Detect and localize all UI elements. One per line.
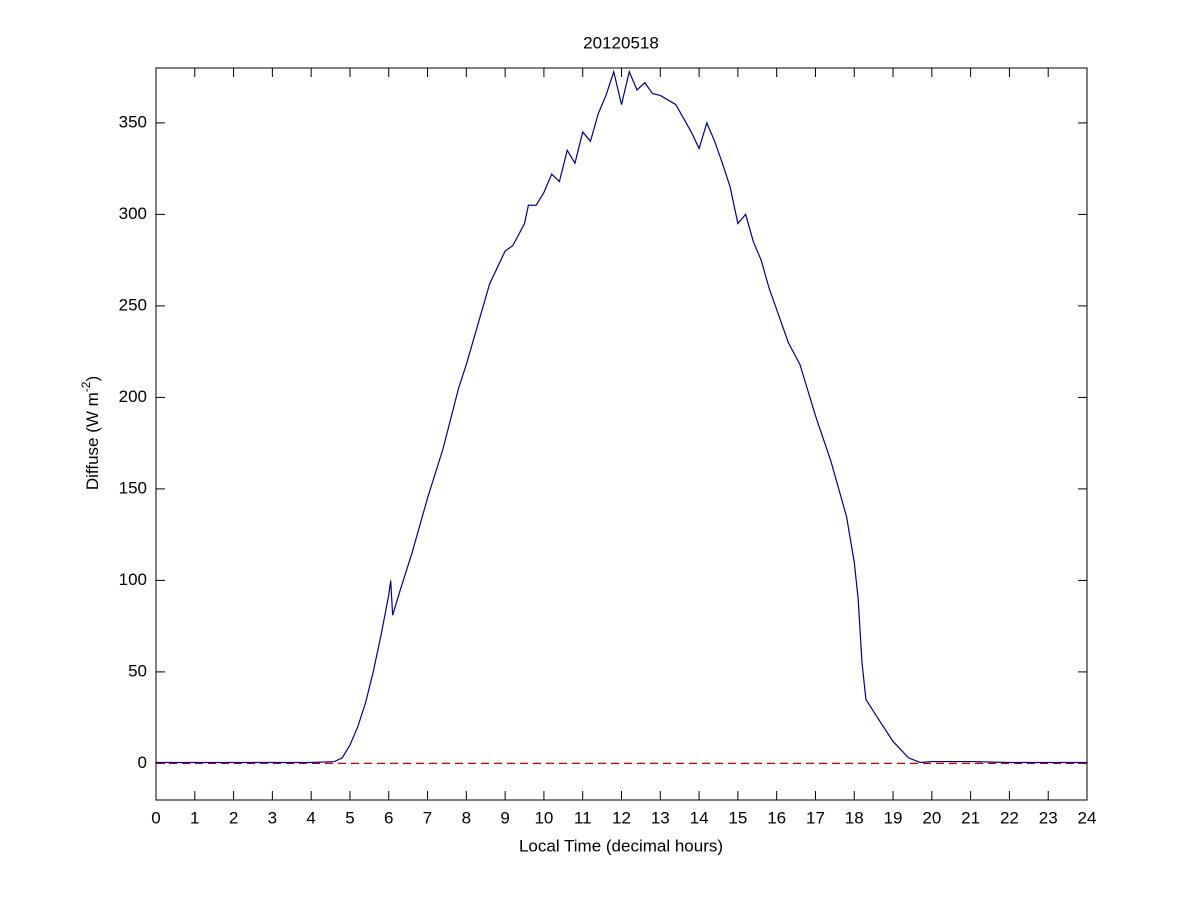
x-tick-label: 2 [229,808,238,827]
x-tick-label: 18 [845,808,864,827]
x-tick-label: 17 [806,808,825,827]
x-tick-label: 0 [151,808,160,827]
x-tick-label: 15 [728,808,747,827]
x-tick-label: 10 [534,808,553,827]
x-tick-label: 5 [345,808,354,827]
x-tick-label: 9 [500,808,509,827]
y-axis-label-sup: -2 [79,381,93,392]
x-tick-label: 11 [574,808,592,827]
x-tick-label: 3 [268,808,277,827]
y-tick-label: 100 [119,570,147,589]
data-line [156,69,1087,764]
chart-title: 20120518 [583,33,659,52]
y-tick-label: 350 [119,112,147,131]
y-axis-label-end: ) [83,376,102,382]
x-tick-label: 16 [767,808,786,827]
y-tick-label: 250 [119,295,147,314]
y-tick-label: 300 [119,204,147,223]
x-tick-label: 23 [1039,808,1058,827]
y-tick-label: 50 [128,661,147,680]
x-tick-label: 14 [690,808,709,827]
y-tick-label: 0 [138,753,147,772]
y-axis-label: Diffuse (W m-2) [79,376,102,490]
x-tick-label: 13 [651,808,670,827]
x-tick-label: 12 [612,808,631,827]
y-axis-label-main: Diffuse (W m [83,392,102,490]
x-tick-label: 21 [961,808,980,827]
x-axis-label: Local Time (decimal hours) [519,836,723,855]
x-tick-label: 7 [423,808,432,827]
x-tick-label: 8 [462,808,471,827]
x-tick-label: 4 [306,808,315,827]
x-tick-label: 24 [1078,808,1097,827]
y-tick-label: 150 [119,478,147,497]
x-tick-label: 1 [190,808,199,827]
x-tick-label: 19 [884,808,903,827]
y-tick-label: 200 [119,387,147,406]
x-tick-label: 20 [922,808,941,827]
x-tick-label: 6 [384,808,393,827]
plot-frame [155,67,1088,801]
x-tick-label: 22 [1000,808,1019,827]
